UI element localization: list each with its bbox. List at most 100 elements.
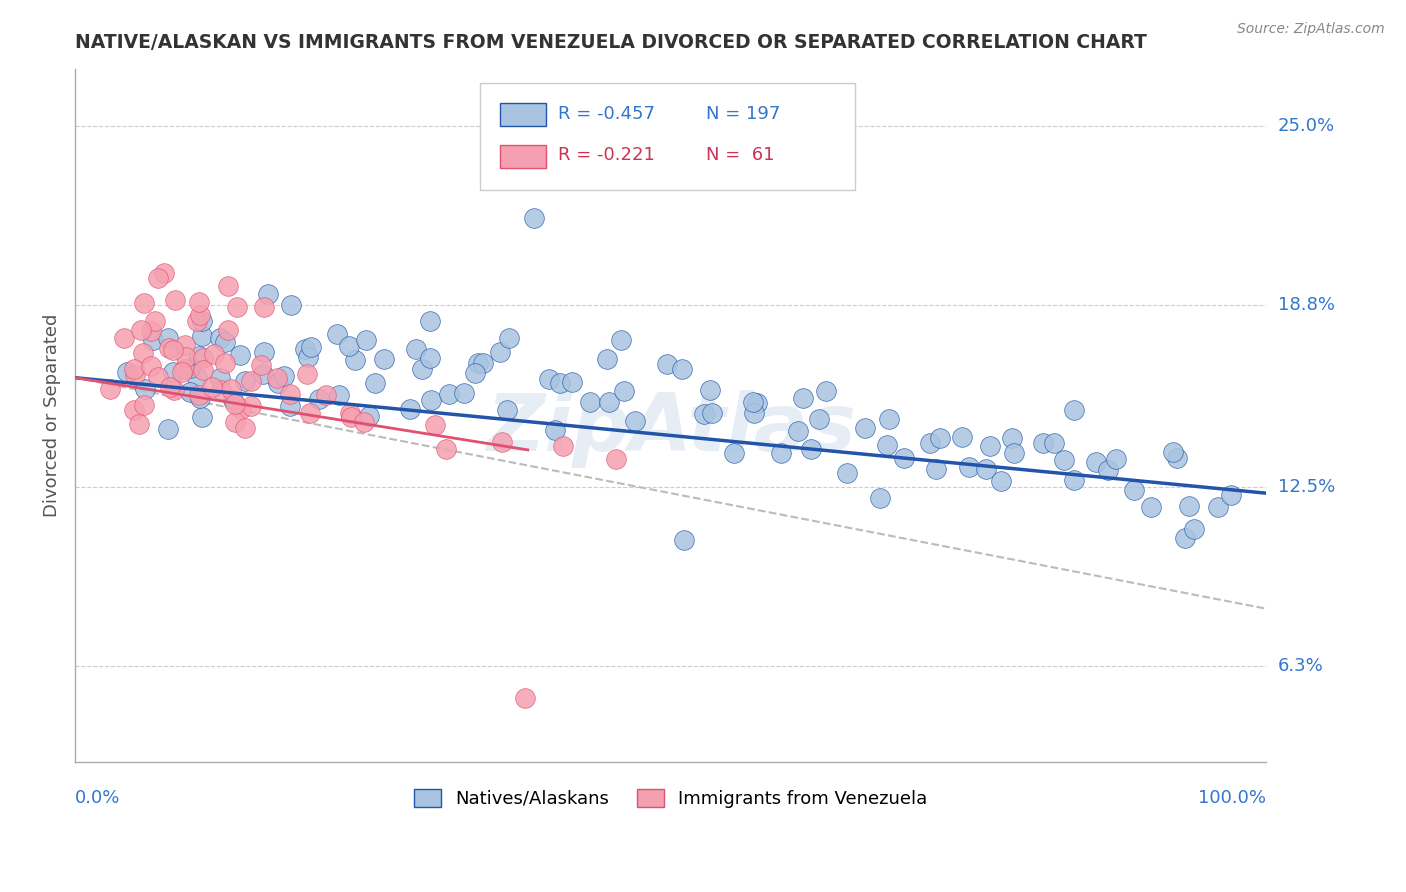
Point: [179, 384, 201, 399]
Point: [522, 211, 544, 225]
Point: [551, 439, 574, 453]
Point: [624, 414, 647, 428]
Point: [340, 410, 363, 425]
Point: [299, 340, 322, 354]
Point: [122, 402, 145, 417]
Point: [693, 407, 716, 421]
Point: [229, 348, 252, 362]
Point: [337, 339, 360, 353]
Point: [298, 406, 321, 420]
Point: [186, 370, 208, 384]
Point: [918, 435, 941, 450]
Point: [146, 270, 169, 285]
Point: [224, 415, 246, 429]
Point: [1063, 403, 1085, 417]
Point: [1001, 431, 1024, 445]
Point: [233, 374, 256, 388]
Point: [98, 382, 121, 396]
Point: [280, 400, 302, 414]
Point: [134, 398, 156, 412]
Point: [214, 334, 236, 349]
Point: [221, 382, 243, 396]
Point: [142, 333, 165, 347]
Point: [605, 452, 627, 467]
Point: [253, 345, 276, 359]
Point: [800, 442, 823, 457]
Point: [294, 342, 316, 356]
Point: [354, 333, 377, 347]
Point: [1220, 488, 1243, 502]
Point: [162, 343, 184, 358]
Point: [187, 295, 209, 310]
Text: N =  61: N = 61: [706, 146, 775, 164]
Point: [214, 356, 236, 370]
Point: [595, 352, 617, 367]
Point: [515, 691, 537, 706]
Point: [202, 347, 225, 361]
Point: [217, 323, 239, 337]
Text: 12.5%: 12.5%: [1278, 478, 1334, 497]
Point: [879, 412, 901, 426]
Point: [273, 368, 295, 383]
Point: [188, 349, 211, 363]
Point: [496, 403, 519, 417]
Point: [117, 365, 139, 379]
Point: [256, 287, 278, 301]
Point: [453, 386, 475, 401]
Point: [122, 362, 145, 376]
Point: [141, 359, 163, 373]
Point: [218, 279, 240, 293]
Point: [1097, 463, 1119, 477]
Point: [143, 314, 166, 328]
Point: [598, 394, 620, 409]
Point: [974, 462, 997, 476]
Point: [1177, 499, 1199, 513]
Point: [165, 293, 187, 307]
Point: [928, 431, 950, 445]
Point: [170, 365, 193, 379]
Point: [671, 362, 693, 376]
Point: [550, 376, 572, 391]
Point: [579, 394, 602, 409]
Point: [233, 421, 256, 435]
Point: [815, 384, 838, 398]
Point: [702, 406, 724, 420]
Point: [979, 439, 1001, 453]
Point: [1122, 483, 1144, 498]
Point: [179, 361, 201, 376]
Point: [893, 450, 915, 465]
Point: [186, 314, 208, 328]
Point: [152, 266, 174, 280]
Point: [112, 331, 135, 345]
Point: [439, 387, 461, 401]
Point: [201, 380, 224, 394]
Point: [252, 367, 274, 381]
Point: [1002, 445, 1025, 459]
FancyBboxPatch shape: [479, 83, 855, 190]
Point: [295, 367, 318, 381]
Point: [174, 338, 197, 352]
Text: N = 197: N = 197: [706, 104, 780, 123]
Point: [134, 382, 156, 396]
Point: [343, 353, 366, 368]
Point: [990, 475, 1012, 489]
Point: [399, 401, 422, 416]
Text: R = -0.457: R = -0.457: [558, 104, 655, 123]
Point: [419, 314, 441, 328]
Text: 25.0%: 25.0%: [1278, 118, 1334, 136]
Point: [190, 409, 212, 424]
Point: [561, 375, 583, 389]
Point: [190, 329, 212, 343]
Text: ZipAtlas: ZipAtlas: [485, 390, 856, 468]
Point: [498, 331, 520, 345]
Point: [489, 345, 512, 359]
Point: [544, 423, 567, 437]
Point: [253, 300, 276, 314]
Point: [769, 446, 792, 460]
Point: [723, 446, 745, 460]
Point: [1182, 522, 1205, 536]
Point: [464, 366, 486, 380]
Point: [538, 372, 561, 386]
Point: [419, 351, 441, 365]
Point: [297, 350, 319, 364]
